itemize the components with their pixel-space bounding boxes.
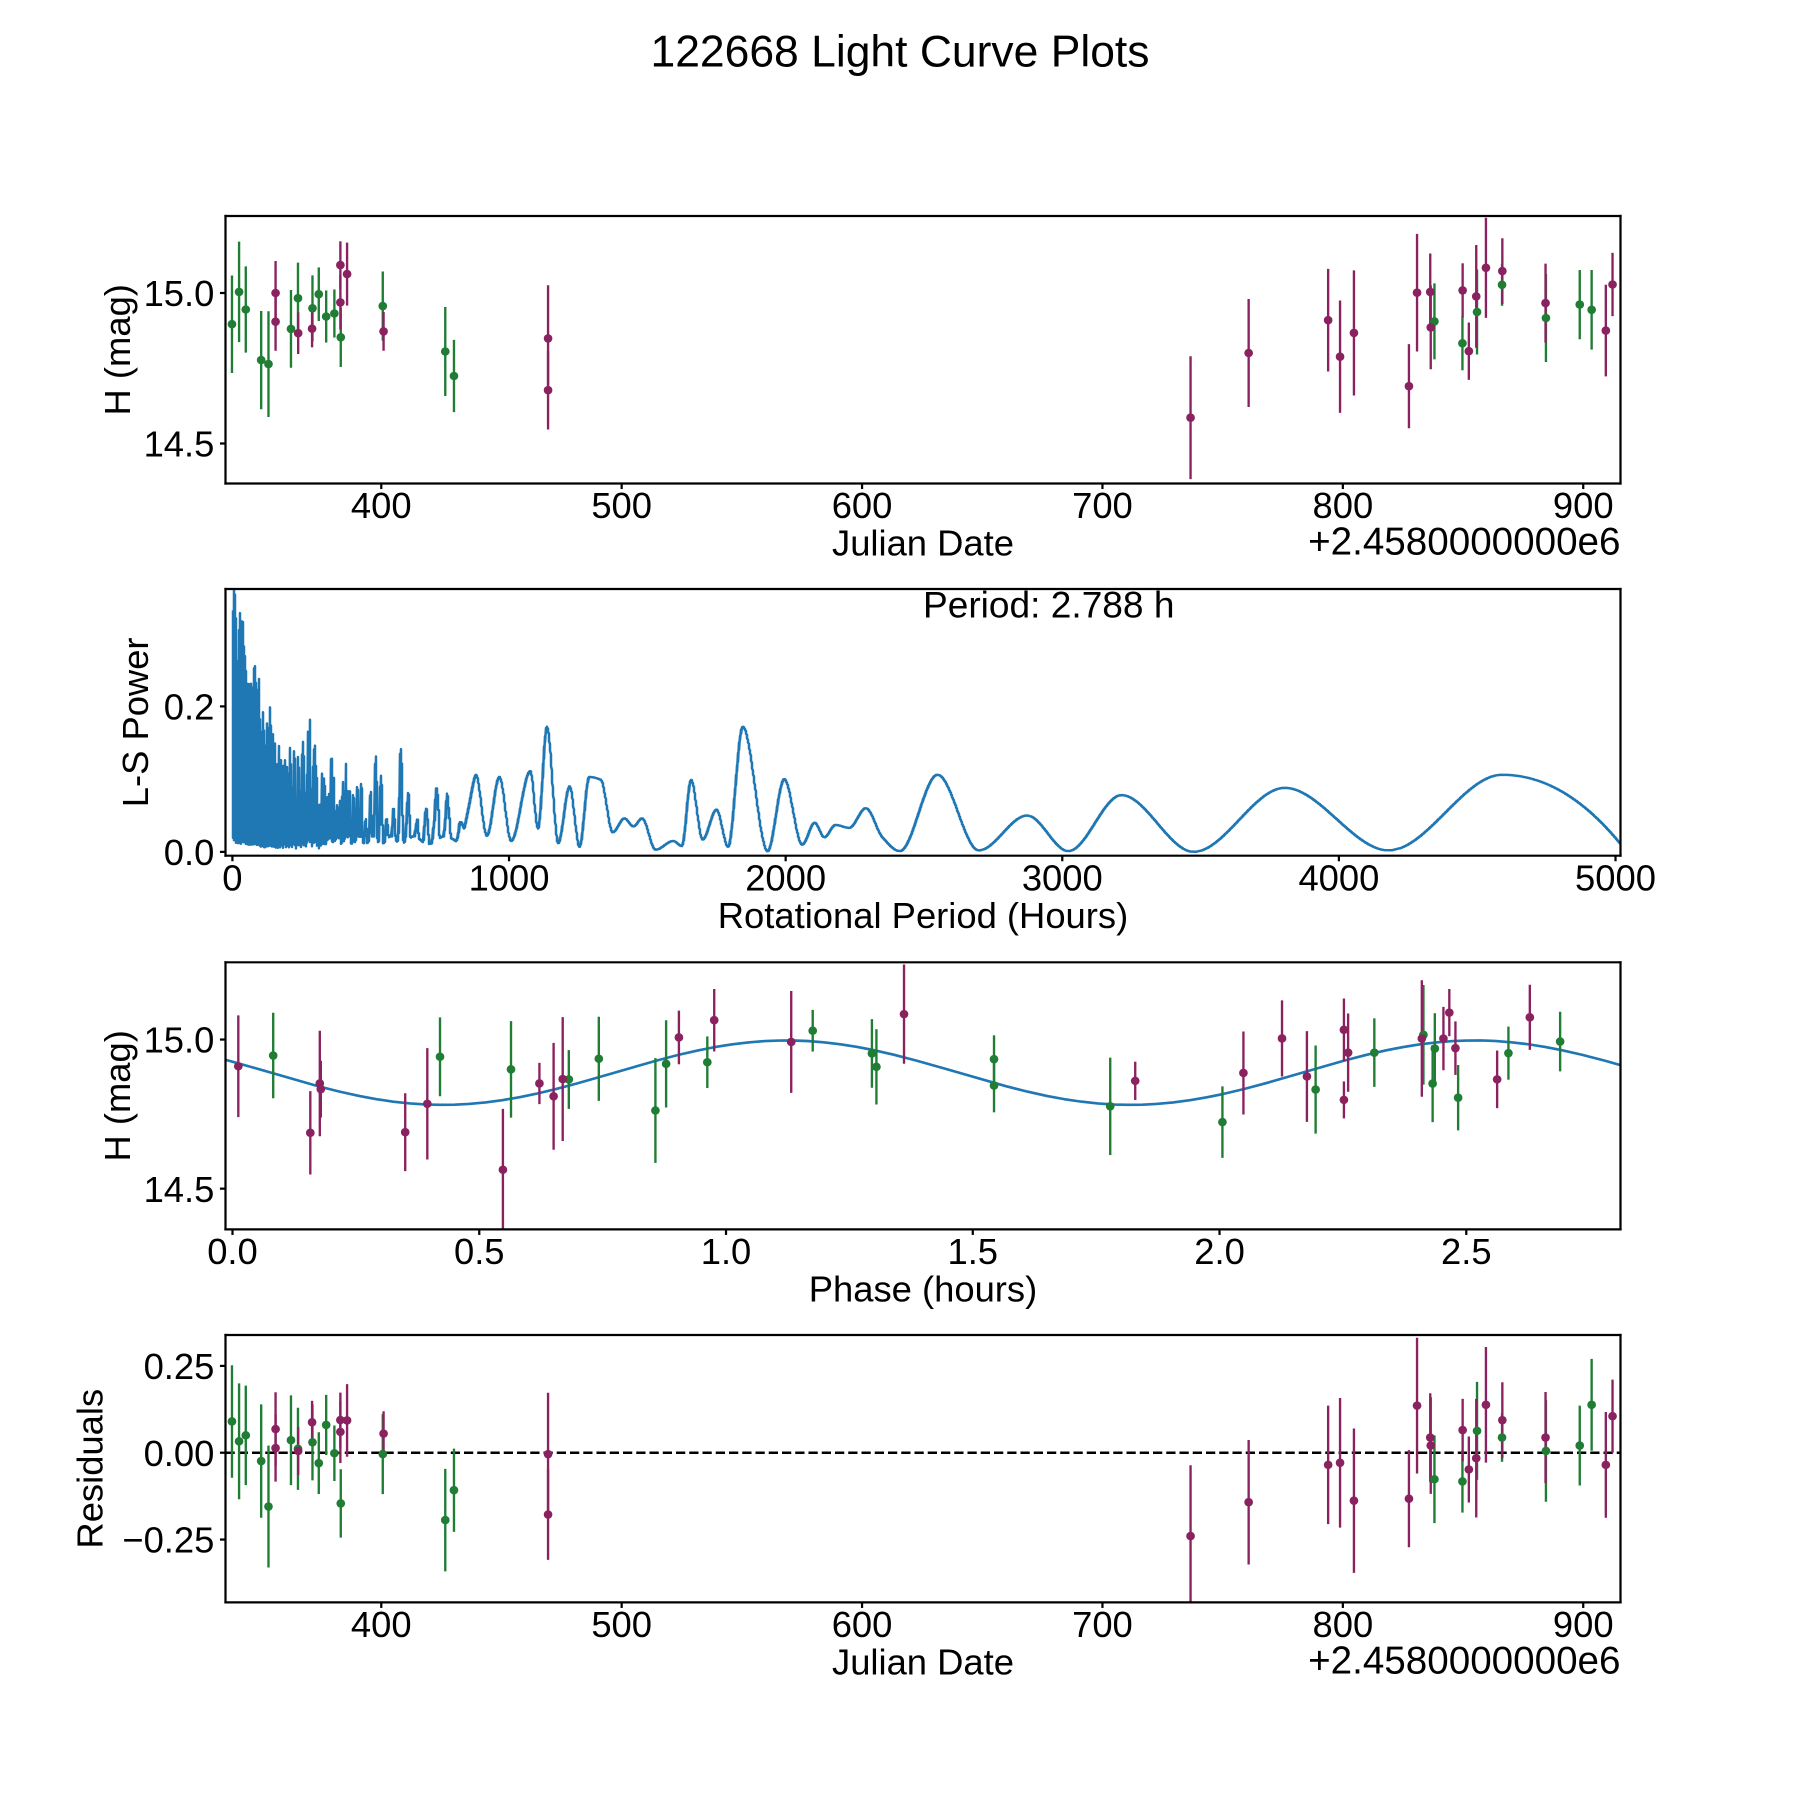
svg-text:2.0: 2.0 (1194, 1231, 1245, 1272)
svg-text:800: 800 (1312, 485, 1373, 526)
svg-text:700: 700 (1072, 485, 1133, 526)
svg-text:900: 900 (1553, 485, 1614, 526)
svg-text:Residuals: Residuals (70, 1389, 111, 1549)
svg-text:0: 0 (222, 857, 242, 898)
svg-text:15.0: 15.0 (144, 1020, 215, 1061)
svg-text:4000: 4000 (1298, 857, 1379, 898)
svg-text:14.5: 14.5 (144, 424, 215, 465)
svg-text:5000: 5000 (1575, 857, 1656, 898)
svg-text:600: 600 (832, 1604, 893, 1645)
svg-text:3000: 3000 (1022, 857, 1103, 898)
svg-text:Julian Date: Julian Date (832, 1642, 1014, 1683)
svg-text:L-S Power: L-S Power (115, 637, 156, 807)
svg-text:0.0: 0.0 (207, 1231, 258, 1272)
svg-text:H (mag): H (mag) (97, 1030, 138, 1161)
svg-text:Julian Date: Julian Date (832, 523, 1014, 564)
svg-text:2.5: 2.5 (1441, 1231, 1492, 1272)
svg-text:0.0: 0.0 (164, 832, 215, 873)
svg-text:0.25: 0.25 (144, 1346, 215, 1387)
svg-text:1.5: 1.5 (947, 1231, 998, 1272)
svg-text:+2.4580000000e6: +2.4580000000e6 (1308, 521, 1620, 564)
svg-text:500: 500 (591, 1604, 652, 1645)
svg-text:−0.25: −0.25 (122, 1520, 214, 1561)
svg-text:Period: 2.788 h: Period: 2.788 h (923, 583, 1175, 625)
svg-text:1.0: 1.0 (701, 1231, 752, 1272)
svg-text:1000: 1000 (469, 857, 550, 898)
svg-text:15.0: 15.0 (144, 273, 215, 314)
svg-text:900: 900 (1553, 1604, 1614, 1645)
svg-text:122668 Light Curve Plots: 122668 Light Curve Plots (650, 27, 1149, 76)
svg-text:500: 500 (591, 485, 652, 526)
svg-text:0.5: 0.5 (454, 1231, 505, 1272)
svg-text:600: 600 (832, 485, 893, 526)
svg-text:0.00: 0.00 (144, 1433, 215, 1474)
svg-text:H (mag): H (mag) (97, 284, 138, 415)
svg-text:700: 700 (1072, 1604, 1133, 1645)
svg-text:Phase (hours): Phase (hours) (809, 1269, 1037, 1310)
svg-text:Rotational Period (Hours): Rotational Period (Hours) (718, 895, 1128, 936)
svg-text:800: 800 (1312, 1604, 1373, 1645)
svg-text:+2.4580000000e6: +2.4580000000e6 (1308, 1639, 1620, 1682)
svg-text:2000: 2000 (745, 857, 826, 898)
svg-text:14.5: 14.5 (144, 1169, 215, 1210)
svg-text:400: 400 (351, 1604, 412, 1645)
svg-text:0.2: 0.2 (164, 687, 215, 728)
svg-text:400: 400 (351, 485, 412, 526)
